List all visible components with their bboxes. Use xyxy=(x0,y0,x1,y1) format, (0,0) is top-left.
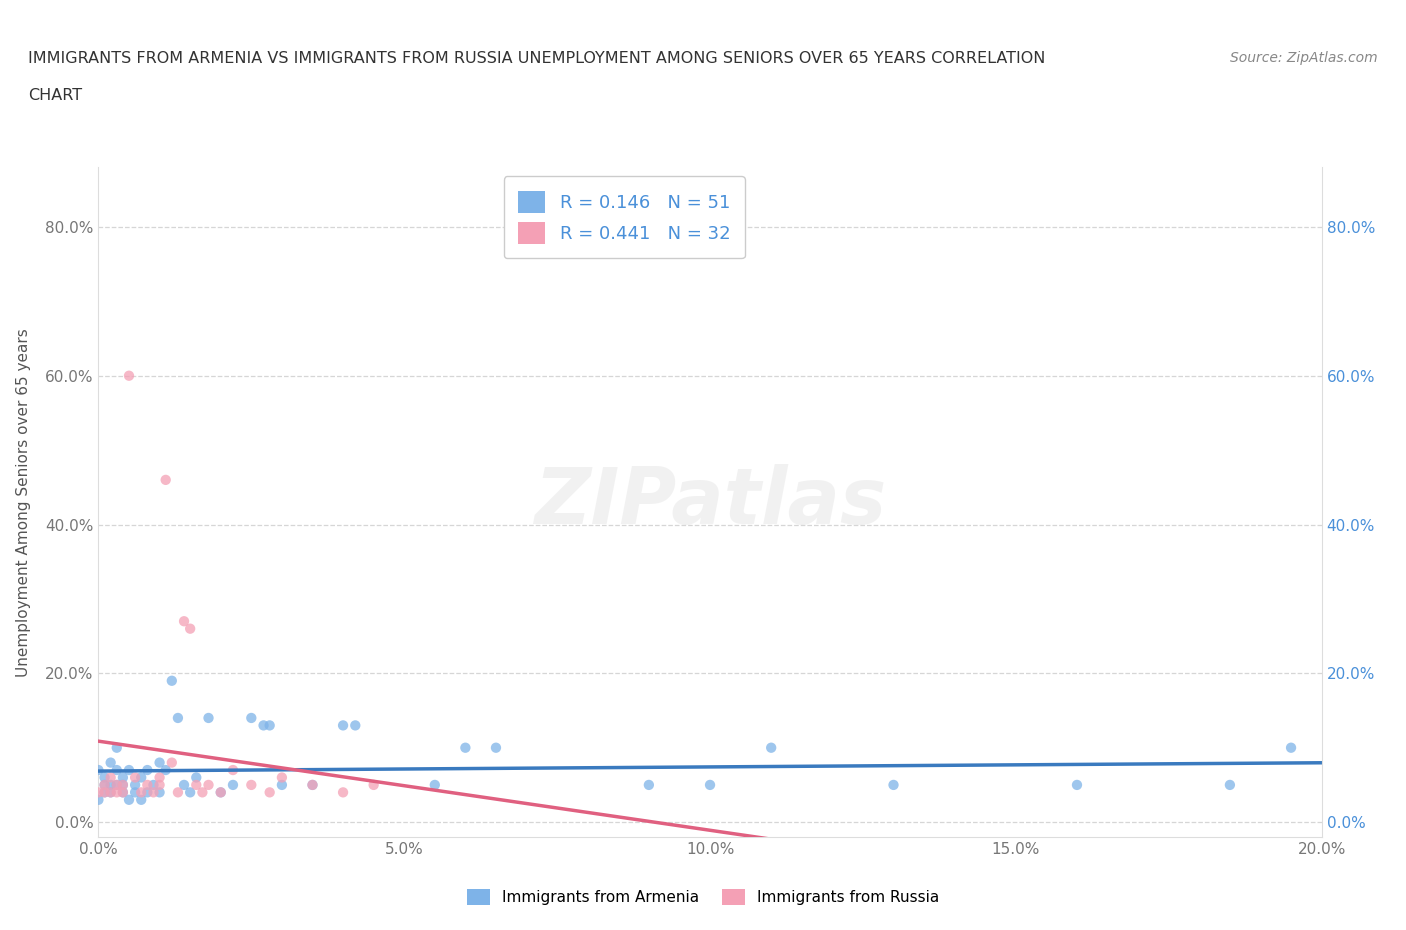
Point xyxy=(105,785,128,800)
Point xyxy=(259,785,281,800)
Text: Source: ZipAtlas.com: Source: ZipAtlas.com xyxy=(1230,51,1378,65)
Point xyxy=(423,777,446,792)
Point xyxy=(759,740,782,755)
Point xyxy=(160,755,183,770)
Point xyxy=(259,718,281,733)
Point xyxy=(111,777,134,792)
Point xyxy=(222,777,245,792)
Legend: R = 0.146   N = 51, R = 0.441   N = 32: R = 0.146 N = 51, R = 0.441 N = 32 xyxy=(503,177,745,259)
Point xyxy=(100,755,122,770)
Point xyxy=(186,770,208,785)
Point xyxy=(173,614,195,629)
Point xyxy=(111,777,134,792)
Point xyxy=(332,718,354,733)
Point xyxy=(100,785,122,800)
Point xyxy=(118,368,141,383)
Point xyxy=(129,785,152,800)
Point xyxy=(699,777,721,792)
Y-axis label: Unemployment Among Seniors over 65 years: Unemployment Among Seniors over 65 years xyxy=(17,328,31,677)
Point xyxy=(100,785,122,800)
Text: CHART: CHART xyxy=(28,88,82,103)
Point xyxy=(105,740,128,755)
Point xyxy=(93,785,115,800)
Point xyxy=(142,785,165,800)
Point xyxy=(87,763,110,777)
Point xyxy=(129,792,152,807)
Point xyxy=(142,777,165,792)
Point xyxy=(129,770,152,785)
Point xyxy=(124,785,146,800)
Point xyxy=(209,785,232,800)
Point xyxy=(270,770,292,785)
Point xyxy=(344,718,367,733)
Point xyxy=(118,763,141,777)
Point xyxy=(332,785,354,800)
Point xyxy=(363,777,385,792)
Point xyxy=(252,718,274,733)
Point xyxy=(124,770,146,785)
Point xyxy=(1066,777,1088,792)
Point xyxy=(240,711,263,725)
Point xyxy=(485,740,508,755)
Text: IMMIGRANTS FROM ARMENIA VS IMMIGRANTS FROM RUSSIA UNEMPLOYMENT AMONG SENIORS OVE: IMMIGRANTS FROM ARMENIA VS IMMIGRANTS FR… xyxy=(28,51,1046,66)
Point xyxy=(105,777,128,792)
Point xyxy=(111,785,134,800)
Point xyxy=(100,777,122,792)
Point xyxy=(160,673,183,688)
Point xyxy=(179,621,201,636)
Text: ZIPatlas: ZIPatlas xyxy=(534,464,886,540)
Point xyxy=(270,777,292,792)
Point xyxy=(93,777,115,792)
Point xyxy=(197,777,219,792)
Point xyxy=(87,792,110,807)
Point xyxy=(155,763,177,777)
Point xyxy=(454,740,477,755)
Point xyxy=(155,472,177,487)
Point xyxy=(222,763,245,777)
Point xyxy=(167,711,190,725)
Point xyxy=(136,777,159,792)
Point xyxy=(209,785,232,800)
Point xyxy=(93,770,115,785)
Point xyxy=(149,777,172,792)
Point xyxy=(1279,740,1302,755)
Point xyxy=(149,785,172,800)
Point xyxy=(167,785,190,800)
Point xyxy=(301,777,323,792)
Point xyxy=(197,711,219,725)
Point xyxy=(1219,777,1241,792)
Point xyxy=(179,785,201,800)
Point xyxy=(191,785,214,800)
Point xyxy=(105,777,128,792)
Legend: Immigrants from Armenia, Immigrants from Russia: Immigrants from Armenia, Immigrants from… xyxy=(460,882,946,913)
Point xyxy=(149,755,172,770)
Point xyxy=(186,777,208,792)
Point xyxy=(93,785,115,800)
Point xyxy=(87,785,110,800)
Point xyxy=(240,777,263,792)
Point xyxy=(883,777,905,792)
Point xyxy=(301,777,323,792)
Point xyxy=(111,785,134,800)
Point xyxy=(100,770,122,785)
Point xyxy=(111,770,134,785)
Point xyxy=(136,785,159,800)
Point xyxy=(118,792,141,807)
Point xyxy=(93,777,115,792)
Point xyxy=(173,777,195,792)
Point xyxy=(124,777,146,792)
Point xyxy=(136,763,159,777)
Point xyxy=(637,777,661,792)
Point xyxy=(105,763,128,777)
Point xyxy=(149,770,172,785)
